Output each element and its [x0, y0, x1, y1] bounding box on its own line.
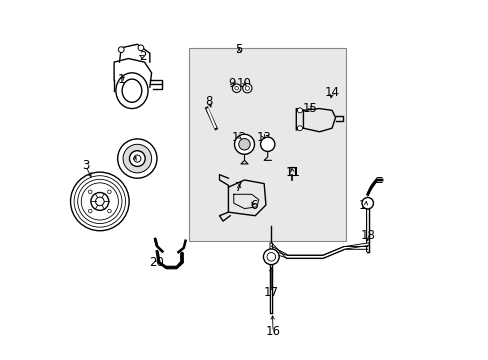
Circle shape — [118, 47, 124, 53]
Text: 20: 20 — [149, 256, 164, 269]
Circle shape — [297, 108, 302, 113]
Text: 6: 6 — [249, 198, 257, 212]
Circle shape — [123, 144, 151, 173]
Circle shape — [242, 84, 251, 93]
Text: 14: 14 — [324, 86, 339, 99]
Text: 2: 2 — [139, 50, 146, 63]
Circle shape — [361, 198, 373, 209]
Circle shape — [263, 249, 279, 265]
Circle shape — [260, 137, 274, 152]
Circle shape — [134, 155, 141, 162]
Bar — [189, 48, 346, 241]
Circle shape — [238, 139, 250, 150]
Circle shape — [95, 197, 104, 206]
Ellipse shape — [116, 73, 148, 109]
Text: 15: 15 — [303, 102, 317, 115]
Text: 5: 5 — [235, 43, 243, 56]
Circle shape — [138, 45, 143, 51]
Circle shape — [297, 126, 302, 131]
Circle shape — [234, 86, 238, 90]
Circle shape — [70, 172, 129, 231]
Text: 16: 16 — [265, 325, 280, 338]
Text: 17: 17 — [263, 286, 278, 299]
Circle shape — [107, 209, 111, 213]
Ellipse shape — [122, 79, 142, 102]
Circle shape — [107, 190, 111, 194]
Circle shape — [91, 193, 108, 210]
Text: 9: 9 — [228, 77, 235, 90]
Text: 1: 1 — [117, 73, 125, 86]
Circle shape — [266, 252, 275, 261]
Text: 18: 18 — [360, 229, 374, 242]
Circle shape — [232, 84, 241, 93]
Text: 8: 8 — [204, 95, 212, 108]
Text: 3: 3 — [81, 159, 89, 172]
Text: 10: 10 — [237, 77, 251, 90]
Text: 4: 4 — [130, 156, 137, 168]
Circle shape — [88, 209, 92, 213]
Circle shape — [234, 134, 254, 154]
Text: 7: 7 — [235, 181, 243, 194]
Circle shape — [129, 151, 145, 166]
Text: 12: 12 — [231, 131, 246, 144]
Text: 13: 13 — [256, 131, 271, 144]
Circle shape — [244, 86, 249, 90]
Circle shape — [88, 190, 92, 194]
Text: 11: 11 — [285, 166, 300, 179]
Text: 19: 19 — [358, 198, 373, 212]
Circle shape — [118, 139, 157, 178]
